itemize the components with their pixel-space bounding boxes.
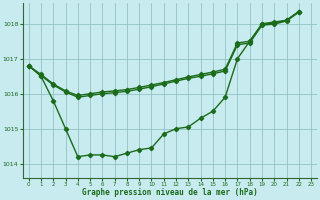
X-axis label: Graphe pression niveau de la mer (hPa): Graphe pression niveau de la mer (hPa) (82, 188, 258, 197)
